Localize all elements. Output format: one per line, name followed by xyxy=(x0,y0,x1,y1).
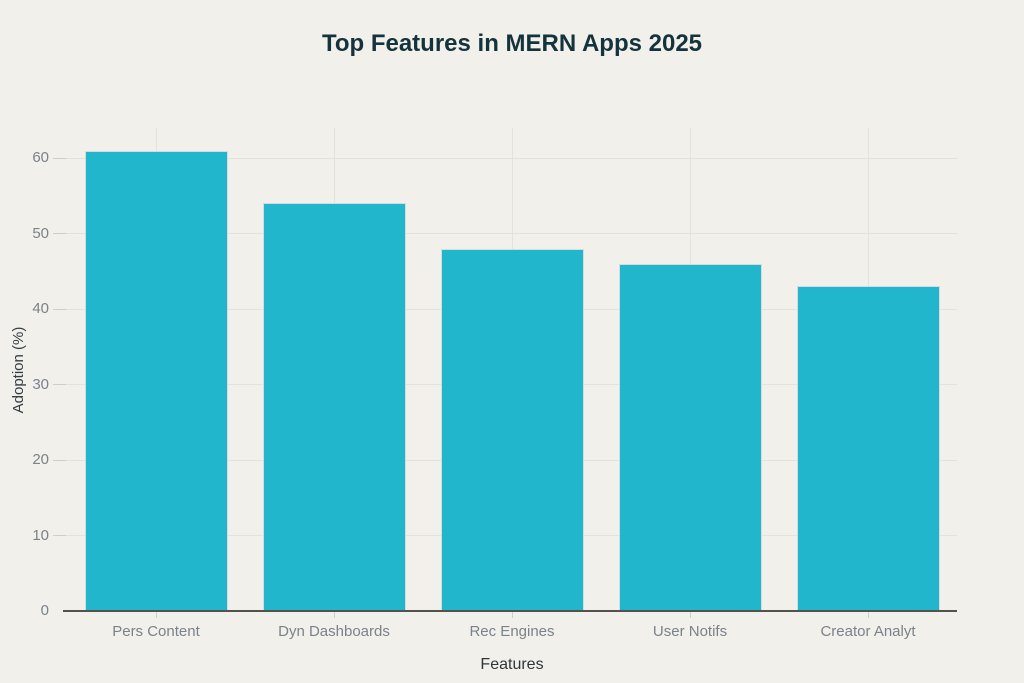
x-axis-tick xyxy=(867,612,869,618)
y-axis-title: Adoption (%) xyxy=(10,326,27,414)
x-axis-tick xyxy=(333,612,335,618)
y-axis-tick xyxy=(53,308,66,310)
y-axis-tick xyxy=(53,459,66,461)
x-tick-label: User Notifs xyxy=(652,623,728,640)
x-tick-label: Rec Engines xyxy=(469,623,555,640)
y-tick-label: 20 xyxy=(32,451,49,469)
h-gridline xyxy=(63,157,957,159)
y-tick-label: 60 xyxy=(32,149,49,167)
x-tick-label: Pers Content xyxy=(112,623,200,640)
x-axis-title: Features xyxy=(480,656,544,673)
y-tick-label: 0 xyxy=(40,602,49,619)
plot-area: 0 10 20 30 40 50 60 Pers Content Dyn Dashboards R… xyxy=(32,128,957,640)
x-axis-line xyxy=(63,610,957,612)
bar xyxy=(85,151,228,611)
y-tick-label: 10 xyxy=(32,526,49,544)
chart-title: Top Features in MERN Apps 2025 xyxy=(321,30,703,57)
x-tick-label: Creator Analyt xyxy=(820,623,916,640)
y-axis-tick xyxy=(53,233,66,235)
y-axis-tick xyxy=(53,384,66,386)
x-axis-tick xyxy=(511,612,513,618)
bar xyxy=(441,249,584,611)
y-tick-label: 50 xyxy=(32,224,49,242)
x-axis-tick xyxy=(689,612,691,618)
y-axis-tick xyxy=(53,535,66,537)
h-gridline xyxy=(63,233,957,235)
x-axis-tick xyxy=(155,612,157,618)
y-tick-label: 40 xyxy=(32,300,49,318)
x-tick-label: Dyn Dashboards xyxy=(278,623,390,640)
bar xyxy=(619,264,762,611)
bar xyxy=(263,203,406,611)
bar xyxy=(797,286,940,611)
y-axis-tick xyxy=(53,157,66,159)
y-tick-label: 30 xyxy=(32,375,49,393)
